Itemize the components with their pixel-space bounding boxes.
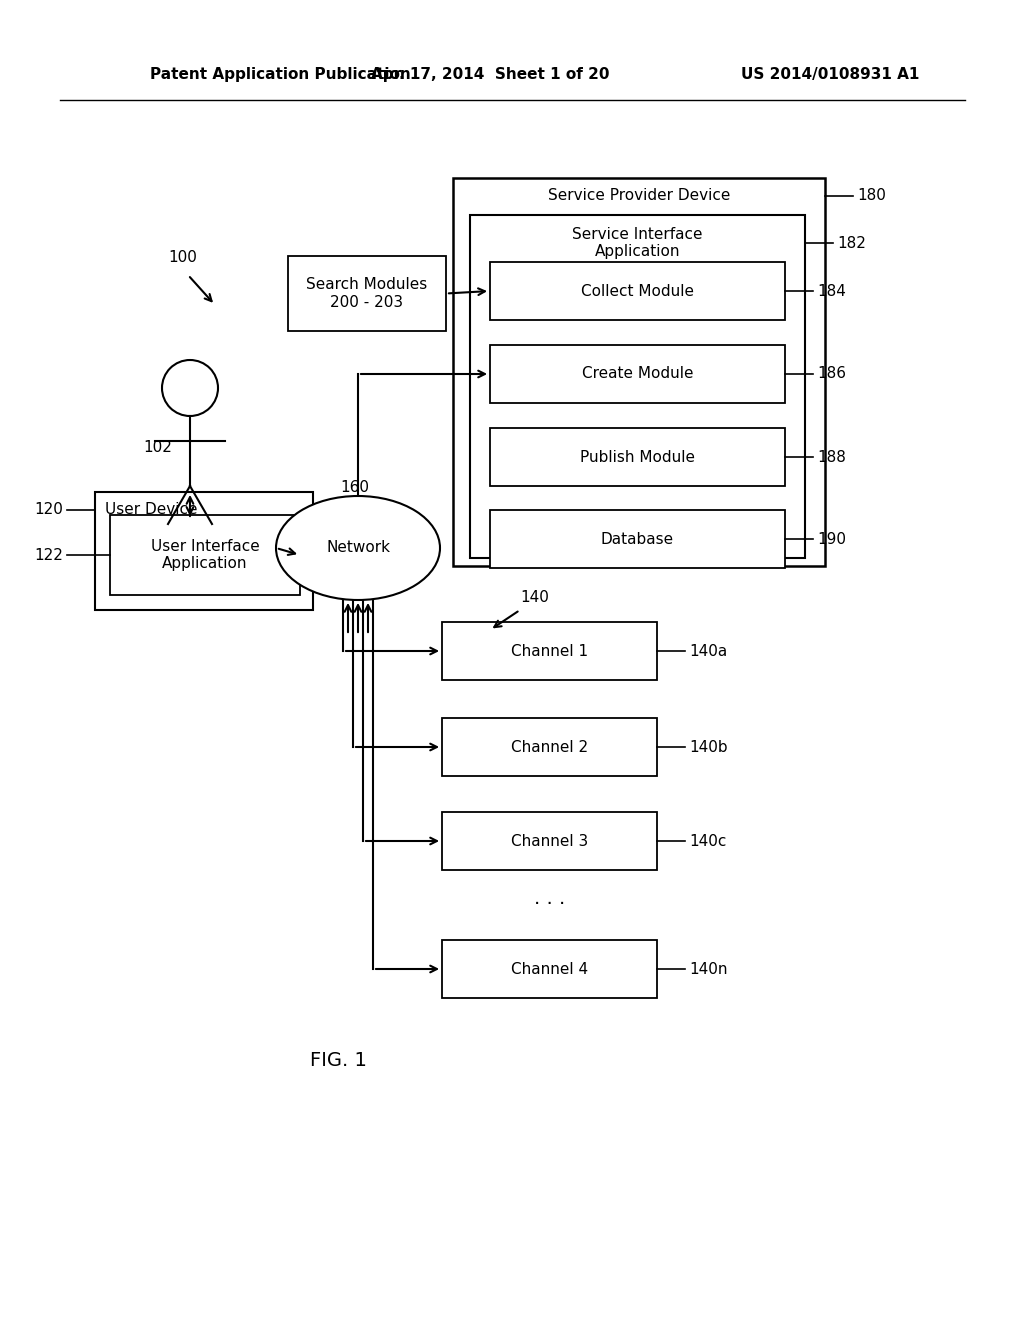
Text: Apr. 17, 2014  Sheet 1 of 20: Apr. 17, 2014 Sheet 1 of 20 bbox=[371, 67, 609, 82]
Text: User Interface
Application: User Interface Application bbox=[151, 539, 259, 572]
Bar bbox=[490, 428, 785, 486]
Bar bbox=[453, 178, 825, 566]
Bar bbox=[470, 215, 805, 558]
Text: Search Modules
200 - 203: Search Modules 200 - 203 bbox=[306, 277, 428, 310]
Text: 120: 120 bbox=[34, 503, 63, 517]
Text: 140b: 140b bbox=[689, 739, 728, 755]
Bar bbox=[442, 622, 657, 680]
Text: 180: 180 bbox=[857, 189, 886, 203]
Text: · · ·: · · · bbox=[534, 895, 565, 915]
Text: User Device: User Device bbox=[105, 503, 198, 517]
Text: 188: 188 bbox=[817, 450, 846, 465]
Text: 102: 102 bbox=[143, 441, 172, 455]
Text: 140n: 140n bbox=[689, 961, 727, 977]
Bar bbox=[288, 256, 446, 331]
Text: 140a: 140a bbox=[689, 644, 727, 659]
Ellipse shape bbox=[276, 496, 440, 601]
Text: 140c: 140c bbox=[689, 833, 726, 849]
Text: Channel 3: Channel 3 bbox=[511, 833, 588, 849]
Bar bbox=[490, 345, 785, 403]
Circle shape bbox=[162, 360, 218, 416]
Text: Patent Application Publication: Patent Application Publication bbox=[150, 67, 411, 82]
Text: 184: 184 bbox=[817, 284, 846, 298]
Text: US 2014/0108931 A1: US 2014/0108931 A1 bbox=[740, 67, 920, 82]
Bar bbox=[490, 261, 785, 319]
Bar bbox=[442, 718, 657, 776]
Text: Create Module: Create Module bbox=[582, 367, 693, 381]
Text: Channel 1: Channel 1 bbox=[511, 644, 588, 659]
Text: Publish Module: Publish Module bbox=[580, 450, 695, 465]
Text: 160: 160 bbox=[340, 480, 369, 495]
Text: 186: 186 bbox=[817, 367, 846, 381]
Text: 190: 190 bbox=[817, 532, 846, 546]
Text: Channel 2: Channel 2 bbox=[511, 739, 588, 755]
Text: 182: 182 bbox=[837, 235, 866, 251]
Bar bbox=[442, 940, 657, 998]
Text: Network: Network bbox=[326, 540, 390, 556]
Text: Service Provider Device: Service Provider Device bbox=[548, 189, 730, 203]
Bar bbox=[95, 492, 313, 610]
Text: 122: 122 bbox=[34, 548, 63, 562]
Text: 140: 140 bbox=[520, 590, 549, 606]
Text: Collect Module: Collect Module bbox=[581, 284, 694, 298]
Bar bbox=[490, 510, 785, 568]
Text: FIG. 1: FIG. 1 bbox=[310, 1051, 367, 1069]
Text: Service Interface
Application: Service Interface Application bbox=[572, 227, 702, 259]
Text: 100: 100 bbox=[168, 251, 197, 265]
Bar bbox=[110, 515, 300, 595]
Text: Channel 4: Channel 4 bbox=[511, 961, 588, 977]
Bar bbox=[442, 812, 657, 870]
Text: Database: Database bbox=[601, 532, 674, 546]
